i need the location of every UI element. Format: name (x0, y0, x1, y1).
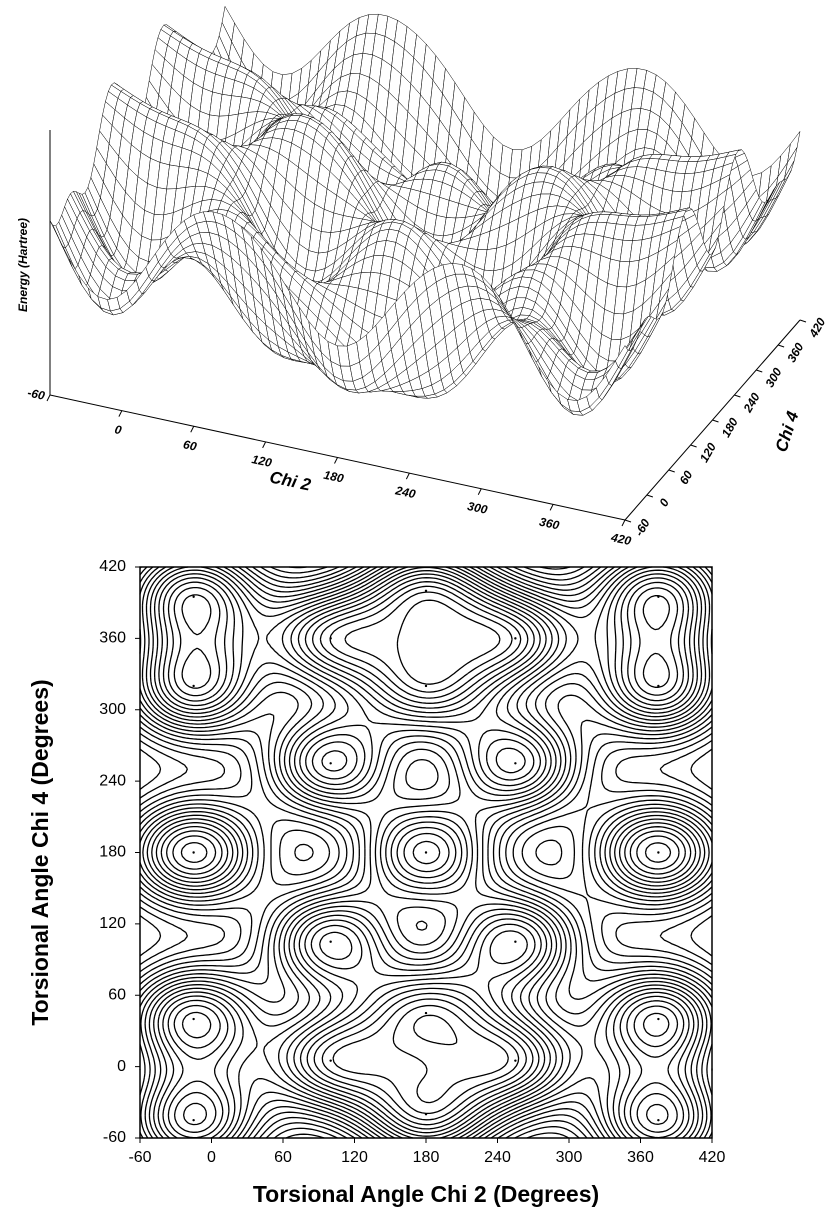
contour-plot: -60 0 60 120 180 240 300 360 420 -60 0 60 120 180 240 3… (27, 558, 725, 1207)
x-tick (335, 458, 338, 464)
minimum-point (657, 851, 659, 853)
y-tick (800, 320, 806, 322)
y-tick-label: -60 (103, 1129, 126, 1146)
y-tick-label: 120 (99, 915, 126, 932)
x-tick (47, 395, 50, 401)
y-axis-title: Torsional Angle Chi 4 (Degrees) (27, 679, 53, 1025)
x-tick-label: 120 (341, 1149, 368, 1166)
minimum-point (425, 851, 427, 853)
y-tick-label: 0 (656, 496, 672, 509)
minimum-point (192, 1018, 194, 1020)
x-tick (263, 442, 266, 448)
x-tick (119, 411, 122, 417)
minimum-point (329, 637, 331, 639)
x-tick-label: 180 (322, 468, 345, 486)
minimum-point (192, 1119, 194, 1121)
x-tick-label: 300 (466, 499, 489, 517)
x-tick-label: -60 (26, 386, 46, 403)
minimum-point (514, 941, 516, 943)
x-tick-label: 240 (393, 483, 417, 501)
minimum-point (514, 637, 516, 639)
y-tick-label: 360 (99, 630, 126, 647)
y-tick-label: 180 (719, 415, 741, 440)
x-tick-label: 420 (699, 1149, 726, 1166)
minimum-point (425, 685, 427, 687)
y-tick (647, 495, 653, 497)
y-tick-label: 60 (677, 468, 696, 487)
x-tick-label: 420 (609, 530, 633, 548)
y-tick (669, 470, 675, 472)
x-tick-label: 360 (627, 1149, 654, 1166)
minimum-point (514, 762, 516, 764)
minimum-point (329, 941, 331, 943)
x-tick-label: -60 (128, 1149, 151, 1166)
y-tick (713, 420, 719, 422)
y-tick-label: 60 (108, 986, 126, 1003)
minimum-point (514, 1059, 516, 1061)
y-tick-label: 420 (806, 315, 829, 340)
x-tick-label: 300 (556, 1149, 583, 1166)
y-tick (756, 370, 762, 372)
x-tick-label: 180 (413, 1149, 440, 1166)
y-tick-label: 120 (697, 440, 719, 465)
minimum-point (425, 1012, 427, 1014)
x-tick-label: 60 (182, 437, 198, 454)
y-tick (625, 520, 631, 522)
x-tick (191, 426, 194, 432)
y-tick-label: 180 (99, 844, 126, 861)
y-tick-label: 300 (99, 701, 126, 718)
surface-plot: -60060120180240300360420-600601201802403… (16, 6, 828, 548)
minimum-point (657, 685, 659, 687)
z-axis-title: Energy (Hartree) (16, 218, 30, 312)
minimum-point (192, 685, 194, 687)
x-tick-label: 240 (484, 1149, 511, 1166)
minimum-point (425, 1113, 427, 1115)
x-tick (550, 504, 553, 510)
x-axis-title: Torsional Angle Chi 2 (Degrees) (253, 1181, 599, 1207)
y-tick-label: 300 (762, 365, 784, 390)
minimum-point (329, 762, 331, 764)
y-tick-label: 420 (99, 558, 126, 575)
minimum-point (657, 1018, 659, 1020)
y-tick-label: 360 (784, 340, 806, 365)
x-tick-label: 0 (207, 1149, 216, 1166)
x-tick (406, 473, 409, 479)
minimum-point (425, 590, 427, 592)
contour-line (330, 586, 521, 1113)
y-tick-label: 0 (117, 1058, 126, 1075)
minimum-point (329, 1059, 331, 1061)
minimum-point (657, 596, 659, 598)
x-axis-title: Chi 2 (268, 467, 313, 494)
y-tick-label: 240 (99, 772, 126, 789)
y-tick (734, 395, 740, 397)
y-tick-label: 240 (740, 390, 763, 415)
y-axis-title: Chi 4 (772, 408, 803, 454)
x-tick-label: 60 (274, 1149, 292, 1166)
x-tick-label: 0 (113, 422, 123, 437)
minimum-point (657, 1119, 659, 1121)
contour-line (182, 578, 669, 1125)
y-tick-label: -60 (632, 516, 653, 538)
x-tick-label: 120 (251, 452, 274, 470)
minimum-point (192, 596, 194, 598)
x-tick-label: 360 (538, 515, 561, 533)
y-tick (778, 345, 784, 347)
y-tick (691, 445, 697, 447)
x-tick (478, 489, 481, 495)
minimum-point (192, 851, 194, 853)
x-tick (622, 520, 625, 526)
